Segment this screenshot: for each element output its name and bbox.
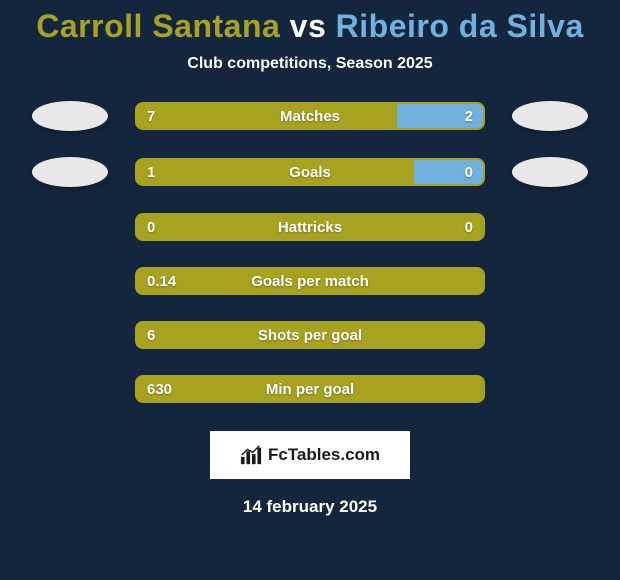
stat-row: 630Min per goal (0, 375, 620, 403)
bar-segment-left (137, 215, 483, 239)
flag-icon (32, 101, 108, 131)
date-label: 14 february 2025 (0, 497, 620, 517)
flag-icon (512, 157, 588, 187)
chart-icon (240, 445, 262, 465)
stat-row: 6Shots per goal (0, 321, 620, 349)
subtitle: Club competitions, Season 2025 (0, 55, 620, 73)
bar-segment-left (137, 160, 414, 184)
stat-row: 72Matches (0, 101, 620, 131)
flag-slot-right (485, 101, 615, 131)
stats-list: 72Matches10Goals00Hattricks0.14Goals per… (0, 101, 620, 403)
bar-segment-left (137, 323, 483, 347)
stat-row: 10Goals (0, 157, 620, 187)
page-title: Carroll Santana vs Ribeiro da Silva (0, 8, 620, 45)
stat-bar: 630Min per goal (135, 375, 485, 403)
flag-icon (512, 101, 588, 131)
stat-value-right: 0 (465, 160, 473, 184)
stat-value-left: 0 (147, 215, 155, 239)
player2-name: Ribeiro da Silva (336, 8, 584, 44)
source-logo: FcTables.com (210, 431, 410, 479)
bar-segment-left (137, 377, 483, 401)
stat-bar: 6Shots per goal (135, 321, 485, 349)
stat-bar: 00Hattricks (135, 213, 485, 241)
stat-value-left: 630 (147, 377, 172, 401)
flag-slot-right (485, 157, 615, 187)
bar-segment-left (137, 104, 397, 128)
bar-segment-left (137, 269, 483, 293)
stat-row: 00Hattricks (0, 213, 620, 241)
comparison-card: Carroll Santana vs Ribeiro da Silva Club… (0, 0, 620, 517)
stat-bar: 72Matches (135, 102, 485, 130)
stat-bar: 0.14Goals per match (135, 267, 485, 295)
stat-value-left: 1 (147, 160, 155, 184)
flag-slot-left (5, 101, 135, 131)
flag-icon (32, 157, 108, 187)
stat-row: 0.14Goals per match (0, 267, 620, 295)
flag-slot-left (5, 157, 135, 187)
stat-value-left: 6 (147, 323, 155, 347)
logo-text: FcTables.com (268, 445, 380, 465)
stat-bar: 10Goals (135, 158, 485, 186)
stat-value-right: 0 (465, 215, 473, 239)
stat-value-left: 7 (147, 104, 155, 128)
vs-text: vs (290, 8, 327, 44)
stat-value-right: 2 (465, 104, 473, 128)
stat-value-left: 0.14 (147, 269, 176, 293)
player1-name: Carroll Santana (36, 8, 280, 44)
